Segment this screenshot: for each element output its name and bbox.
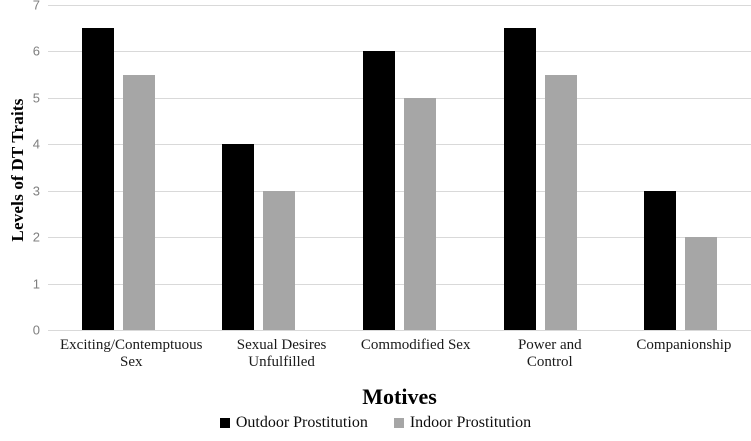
legend: Outdoor Prostitution Indoor Prostitution	[0, 414, 751, 432]
bar-group	[48, 5, 189, 330]
bar-outdoor	[222, 144, 255, 330]
bar-groups	[48, 5, 751, 330]
x-category-label: Sexual Desires Unfulfilled	[236, 337, 327, 370]
bar-outdoor	[81, 28, 114, 330]
y-tick-label: 7	[32, 0, 40, 13]
legend-item: Outdoor Prostitution	[219, 414, 368, 432]
legend-label: Outdoor Prostitution	[235, 414, 368, 431]
y-tick-label: 5	[32, 90, 40, 106]
bar-indoor	[544, 74, 577, 330]
legend-swatch-icon	[393, 418, 404, 428]
bar-outdoor	[503, 28, 536, 330]
legend-label: Indoor Prostitution	[409, 414, 532, 431]
bar-indoor	[122, 74, 155, 330]
gridline-y-5	[48, 97, 751, 99]
x-axis-category-labels: Exciting/Contemptuous Sex Sexual Desires …	[48, 337, 751, 371]
gridline-y-4	[48, 144, 751, 146]
x-axis-title: Motives	[362, 384, 437, 409]
plot-area	[48, 5, 751, 331]
bar-outdoor	[362, 51, 395, 330]
bar-group	[470, 5, 611, 330]
gridline-y-0	[48, 330, 751, 331]
bar-outdoor	[644, 190, 677, 330]
y-tick-label: 1	[32, 276, 40, 292]
legend-item: Indoor Prostitution	[393, 414, 532, 432]
bar-group	[189, 5, 330, 330]
bar-indoor	[685, 237, 718, 330]
x-category-label: Power and Control	[517, 337, 582, 370]
bar-indoor	[403, 97, 436, 330]
gridline-y-3	[48, 190, 751, 192]
y-tick-label: 6	[32, 43, 40, 59]
legend-swatch-icon	[219, 418, 230, 428]
gridline-y-6	[48, 51, 751, 53]
y-tick-label: 0	[32, 322, 40, 338]
bar-indoor	[263, 190, 296, 330]
x-category-label: Commodified Sex	[360, 337, 471, 353]
x-category-label: Companionship	[636, 337, 732, 353]
bar-group	[329, 5, 470, 330]
y-tick-label: 2	[32, 229, 40, 245]
gridline-y-1	[48, 283, 751, 285]
y-tick-label: 4	[32, 136, 40, 152]
bar-group	[610, 5, 751, 330]
y-tick-label: 3	[32, 183, 40, 199]
x-category-label: Exciting/Contemptuous Sex	[60, 337, 203, 370]
gridline-y-7	[48, 5, 751, 6]
y-axis-ticks: 0 1 2 3 4 5 6 7	[0, 0, 40, 337]
gridline-y-2	[48, 237, 751, 239]
